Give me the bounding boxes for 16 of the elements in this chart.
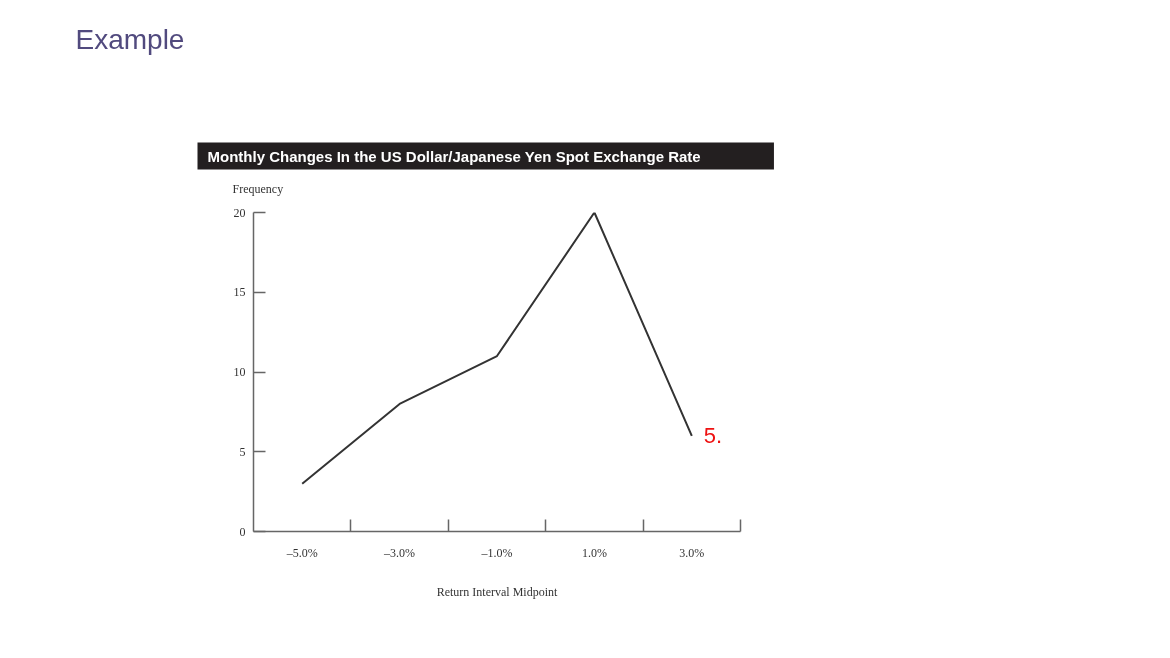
x-axis-title: Return Interval Midpoint (436, 584, 558, 599)
x-tick-label: –1.0% (480, 545, 513, 560)
chart-title: Monthly Changes In the US Dollar/Japanese Yen Spot Exchange Rate (207, 147, 701, 165)
x-tick-label: –5.0% (285, 545, 318, 560)
y-tick-label: 0 (239, 524, 246, 539)
text: Example (75, 23, 185, 55)
y-tick-label: 5 (239, 444, 246, 459)
x-tick-label: 3.0% (679, 545, 705, 560)
x-tick-label: –3.0% (383, 545, 416, 560)
y-tick-label: 15 (233, 285, 246, 300)
x-tick-label: 1.0% (581, 545, 607, 560)
line-series (301, 212, 693, 485)
y-axis-title: Frequency (232, 181, 284, 196)
annotation: 5. (703, 423, 723, 449)
y-tick-label: 20 (233, 205, 246, 220)
y-tick-label: 10 (233, 365, 246, 379)
